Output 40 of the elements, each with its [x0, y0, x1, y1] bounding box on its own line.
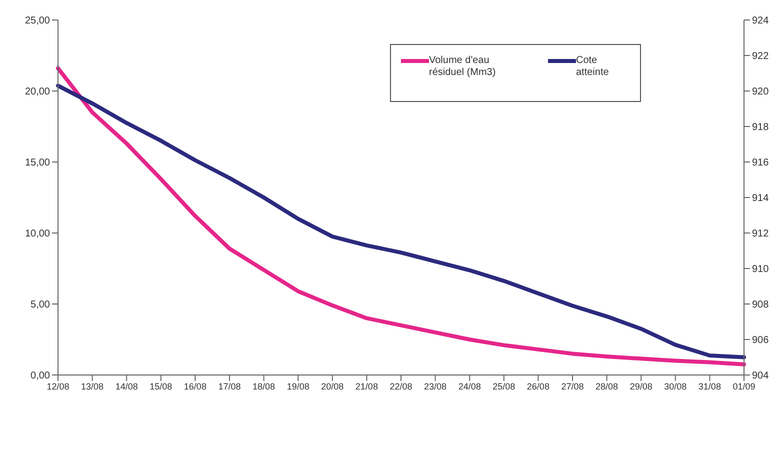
x-tick-label: 21/08	[355, 381, 378, 392]
x-tick-label: 17/08	[218, 381, 241, 392]
x-tick-label: 24/08	[458, 381, 481, 392]
x-tick-label: 22/08	[390, 381, 412, 392]
x-tick-label: 20/08	[321, 381, 344, 392]
y2-tick-label: 912	[752, 228, 770, 240]
y2-tick-label: 906	[752, 335, 770, 346]
y2-tick-label: 908	[752, 300, 770, 311]
x-tick-label: 25/08	[492, 381, 516, 392]
x-tick-label: 23/08	[424, 381, 447, 392]
y-tick-label: 0,00	[30, 370, 50, 382]
x-tick-label: 30/08	[664, 381, 687, 392]
x-tick-label: 28/08	[596, 381, 618, 392]
x-tick-label: 01/09	[732, 381, 756, 392]
y-tick-label: 25,00	[24, 16, 50, 27]
y2-tick-label: 910	[752, 264, 770, 276]
y2-tick-label: 914	[752, 193, 770, 204]
x-tick-label: 16/08	[184, 381, 206, 392]
x-tick-label: 13/08	[81, 381, 104, 392]
legend-label: Volume d'eau résiduel (Mm3)	[429, 55, 497, 79]
y2-tick-label: 918	[752, 122, 770, 134]
y-tick-label: 10,00	[24, 228, 50, 240]
x-tick-label: 18/08	[252, 381, 276, 392]
x-tick-label: 27/08	[561, 381, 584, 392]
y-tick-label: 15,00	[24, 158, 50, 169]
x-tick-label: 12/08	[46, 381, 70, 392]
x-tick-label: 15/08	[150, 381, 172, 392]
x-tick-label: 31/08	[698, 381, 721, 392]
x-tick-label: 14/08	[115, 381, 138, 392]
y2-tick-label: 924	[752, 16, 770, 27]
x-tick-label: 29/08	[630, 381, 652, 392]
y2-tick-label: 904	[752, 370, 770, 382]
y-tick-label: 5,00	[30, 300, 50, 311]
legend-label: Cote atteinte	[576, 55, 610, 79]
x-tick-label: 26/08	[526, 381, 550, 392]
y2-tick-label: 916	[752, 158, 770, 169]
y-tick-label: 20,00	[24, 86, 50, 98]
y2-tick-label: 922	[752, 51, 770, 62]
y2-tick-label: 920	[752, 86, 770, 98]
x-tick-label: 19/08	[286, 381, 310, 392]
